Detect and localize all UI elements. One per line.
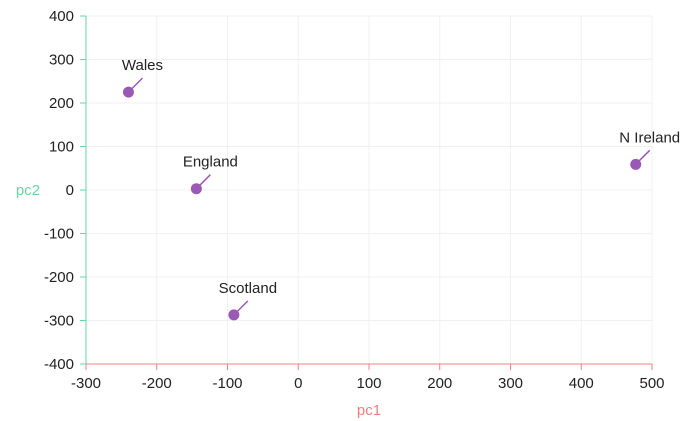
point-label: England [183,154,238,171]
x-tick-label: -100 [212,375,242,392]
y-tick-label: 300 [49,52,74,69]
x-tick-label: 400 [569,375,594,392]
y-tick-label: 200 [49,95,74,112]
data-point [228,309,240,321]
point-group: England [183,154,238,195]
x-tick-label: 300 [498,375,523,392]
x-axis-ticks: -300 -200 -100 0 100 200 300 400 500 [71,364,665,392]
y-tick-label: 0 [66,182,74,199]
grid-lines [85,15,653,365]
data-point [122,86,134,98]
point-label: Wales [122,57,163,74]
y-axis-ticks: 400 300 200 100 0 -100 -200 -300 -400 [44,8,86,373]
point-label: N Ireland [619,129,680,146]
x-tick-label: -300 [71,375,101,392]
x-tick-label: 200 [427,375,452,392]
data-point [630,158,642,170]
y-tick-label: -300 [44,313,74,330]
x-axis-title: pc1 [357,402,381,419]
y-tick-label: 100 [49,139,74,156]
data-points: Wales England Scotland N Ireland [122,57,680,321]
y-axis-title: pc2 [16,182,40,199]
data-point [190,183,202,195]
x-tick-label: 0 [294,375,302,392]
point-group: Wales [122,57,163,98]
y-tick-label: -400 [44,356,74,373]
x-tick-label: 100 [356,375,381,392]
y-tick-label: -100 [44,226,74,243]
x-tick-label: 500 [639,375,664,392]
x-tick-label: -200 [142,375,172,392]
point-group: Scotland [219,280,277,321]
point-label: Scotland [219,280,277,297]
y-tick-label: 400 [49,8,74,25]
point-group: N Ireland [619,129,680,170]
y-tick-label: -200 [44,269,74,286]
